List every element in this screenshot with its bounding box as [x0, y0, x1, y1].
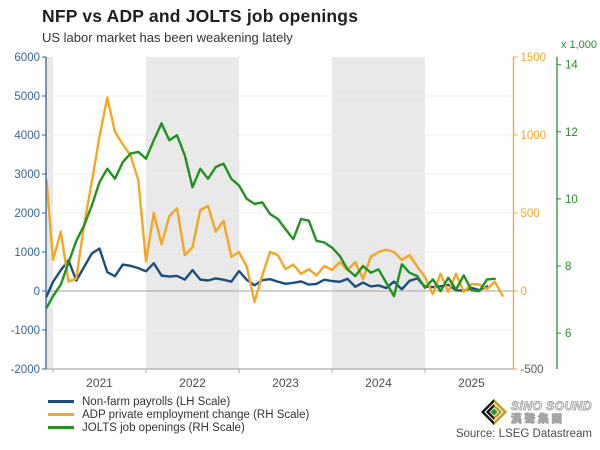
logo-name-cn: 漢聲集團	[510, 412, 565, 425]
legend-item: ADP private employment change (RH Scale)	[48, 408, 310, 421]
legend-swatch-line	[48, 399, 74, 404]
legend: Non-farm payrolls (LH Scale) ADP private …	[48, 395, 310, 434]
series-line-right_outer	[45, 122, 496, 310]
y-axis-left-tick-label: 5000	[14, 91, 40, 103]
y-axis-adp-tick-label: 500	[521, 208, 540, 220]
page-subtitle: US labor market has been weakening latel…	[42, 30, 293, 45]
y-axis-jolts-tick-label: 14	[565, 60, 578, 72]
x-axis-year-label: 2021	[86, 376, 113, 390]
series-line-right_inner	[45, 96, 504, 304]
legend-label: ADP private employment change (RH Scale)	[82, 408, 310, 421]
legend-item: Non-farm payrolls (LH Scale)	[48, 395, 309, 408]
x-axis-year-label: 2024	[365, 376, 392, 390]
y-axis-jolts-tick-label: 10	[565, 194, 578, 206]
brand-block: SiNO SOUND 漢聲集團 Source: LSEG Datastream	[456, 398, 592, 440]
x-axis-year-label: 2025	[458, 376, 485, 390]
sino-sound-logo-diamond-icon	[480, 398, 508, 426]
logo-name: SiNO SOUND	[510, 398, 592, 413]
page-title: NFP vs ADP and JOLTS job openings	[42, 6, 359, 26]
y-axis-left-tick-label: 4000	[14, 130, 40, 142]
x-axis-year-label: 2022	[179, 376, 206, 390]
legend-swatch-line	[48, 425, 74, 430]
y-axis-adp-tick-label: 1000	[521, 130, 547, 142]
series-line-left	[45, 247, 489, 298]
legend-label: Non-farm payrolls (LH Scale)	[82, 395, 231, 408]
legend-item: JOLTS job openings (RH Scale)	[48, 421, 309, 434]
y-axis-left-tick-label: 6000	[14, 52, 40, 64]
y-axis-left-tick-label: 2000	[14, 208, 40, 220]
y-axis-adp-tick-label: 1500	[521, 52, 547, 64]
y-axis-left-tick-label: 0	[34, 286, 40, 298]
legend-label: JOLTS job openings (RH Scale)	[82, 421, 245, 434]
x-axis-year-label: 2023	[272, 376, 299, 390]
legend-swatch-line	[48, 412, 74, 417]
y-axis-adp-tick-label: -500	[521, 364, 544, 376]
y-axis-left-tick-label: -1000	[11, 325, 40, 337]
y-axis-left-tick-label: 3000	[14, 169, 40, 181]
y-axis-jolts-tick-label: 8	[565, 261, 571, 273]
y-axis-left-tick-label: -2000	[11, 364, 40, 376]
source-text: Source: LSEG Datastream	[455, 428, 592, 440]
right-axis-unit-label: x 1,000	[560, 39, 597, 51]
y-axis-left-tick-label: 1000	[14, 247, 40, 259]
y-axis-adp-tick-label: 0	[521, 286, 527, 298]
y-axis-jolts-tick-label: 12	[565, 127, 578, 139]
y-axis-jolts-tick-label: 6	[565, 328, 571, 340]
